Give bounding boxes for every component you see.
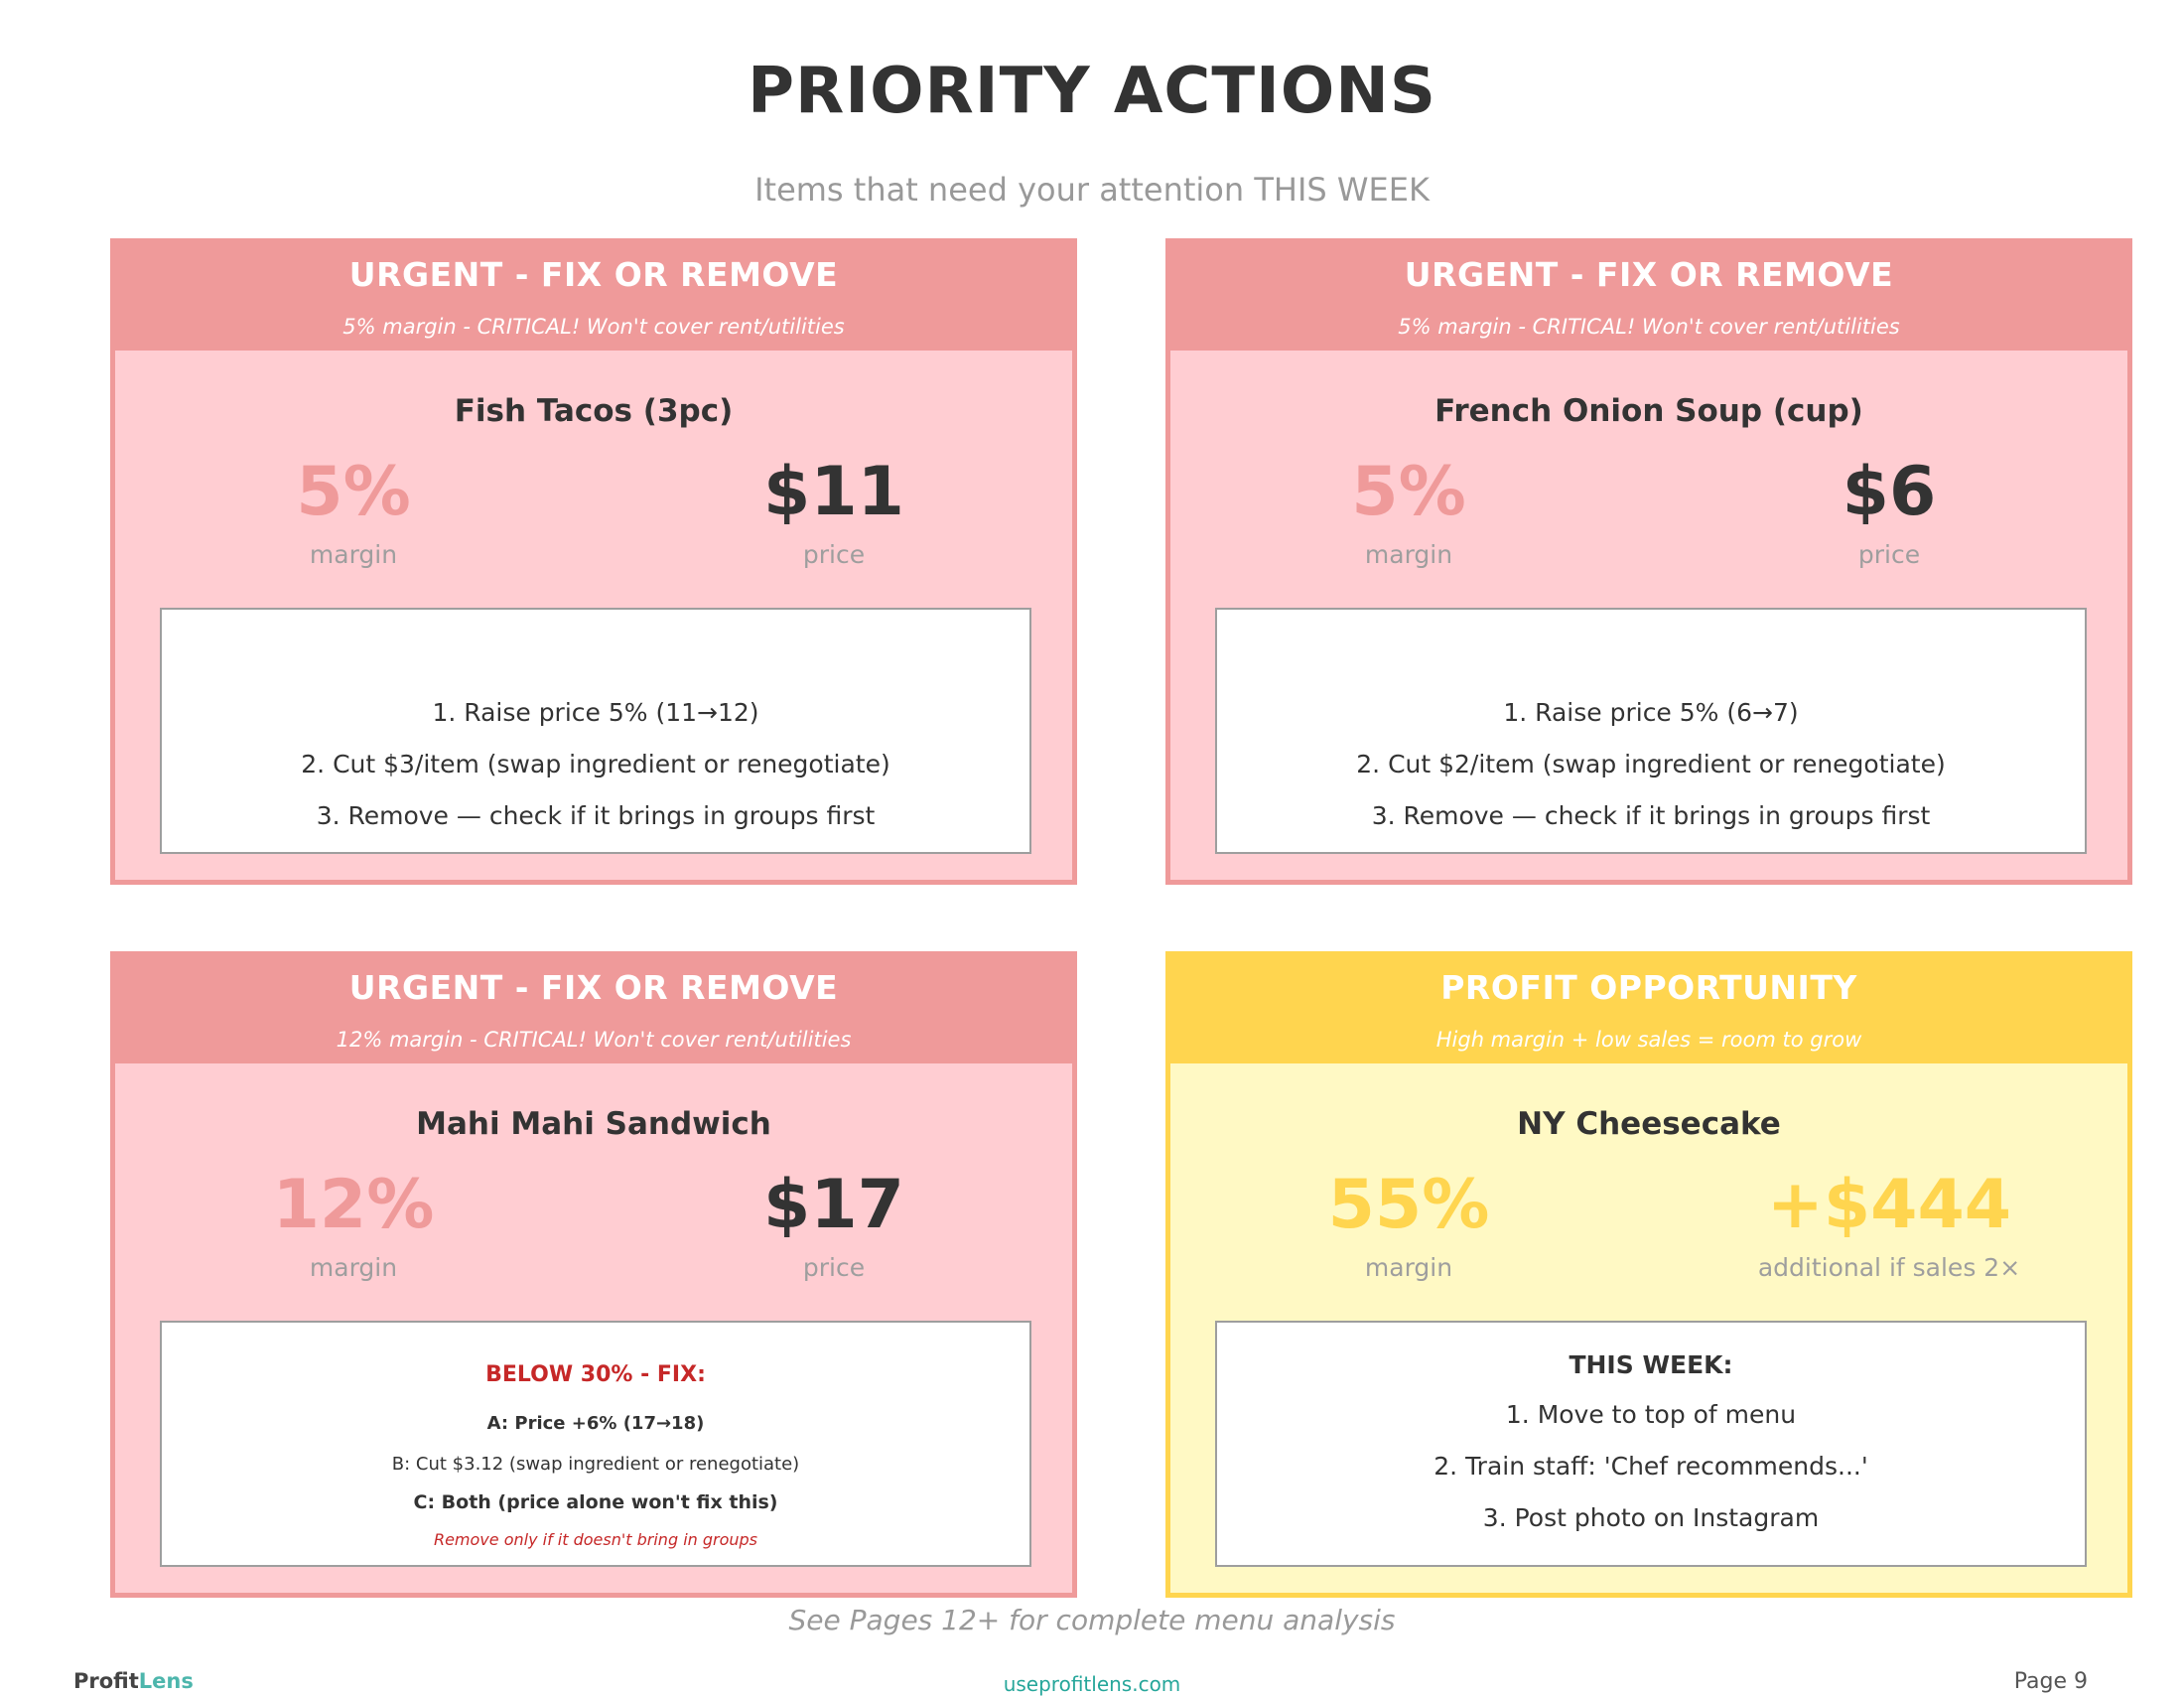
item-name: Mahi Mahi Sandwich — [416, 1106, 771, 1142]
item-stats: 12% margin $17 price — [115, 1146, 1072, 1305]
plan-step: 1. Move to top of menu — [1505, 1400, 1797, 1429]
price-label: price — [1857, 540, 1921, 569]
price-value: $11 — [763, 453, 904, 531]
margin-label: margin — [309, 540, 398, 569]
margin-label: margin — [309, 1253, 398, 1282]
card-header: URGENT - FIX OR REMOVE 12% margin - CRIT… — [110, 951, 1077, 1063]
margin-stat: 12% margin — [115, 1146, 592, 1282]
additional-profit-value: +$444 — [1766, 1166, 2012, 1244]
item-stats: 55% margin +$444 additional if sales 2× — [1170, 1146, 2127, 1305]
plan-step: 3. Remove — check if it brings in groups… — [1371, 801, 1931, 830]
margin-stat: 55% margin — [1170, 1146, 1647, 1282]
card-header-subtitle: 5% margin - CRITICAL! Won't cover rent/u… — [342, 315, 845, 339]
margin-label: margin — [1364, 540, 1453, 569]
fix-options-box: BELOW 30% - FIX: A: Price +6% (17→18) B:… — [160, 1321, 1031, 1567]
margin-stat: 5% margin — [1170, 433, 1647, 569]
additional-profit-stat: +$444 additional if sales 2× — [1651, 1146, 2127, 1282]
item-stats: 5% margin $6 price — [1170, 433, 2127, 592]
card-header-title: PROFIT OPPORTUNITY — [1440, 968, 1857, 1007]
action-plan-list: 1. Raise price 5% (11→12) 2. Cut $3/item… — [162, 687, 1029, 842]
additional-profit-label: additional if sales 2× — [1757, 1253, 2021, 1282]
plan-step: 2. Train staff: 'Chef recommends...' — [1433, 1452, 1868, 1481]
page-subtitle: Items that need your attention THIS WEEK — [754, 171, 1430, 209]
action-plan-list: 1. Raise price 5% (6→7) 2. Cut $2/item (… — [1217, 687, 2085, 842]
plan-step: 2. Cut $2/item (swap ingredient or reneg… — [1356, 750, 1946, 778]
item-stats: 5% margin $11 price — [115, 433, 1072, 592]
page-title: PRIORITY ACTIONS — [748, 55, 1436, 128]
card-header-subtitle: 12% margin - CRITICAL! Won't cover rent/… — [336, 1028, 852, 1052]
fix-title: BELOW 30% - FIX: — [485, 1362, 706, 1387]
price-value: $6 — [1842, 453, 1937, 531]
card-header-title: URGENT - FIX OR REMOVE — [348, 255, 839, 294]
margin-stat: 5% margin — [115, 433, 592, 569]
opportunity-card-ny-cheesecake: PROFIT OPPORTUNITY High margin + low sal… — [1165, 951, 2132, 1598]
price-value: $17 — [763, 1166, 904, 1244]
action-plan-box: 1. Raise price 5% (6→7) 2. Cut $2/item (… — [1215, 608, 2087, 854]
price-stat: $17 price — [596, 1146, 1072, 1282]
plan-step: 3. Remove — check if it brings in groups… — [316, 801, 876, 830]
price-label: price — [802, 540, 866, 569]
card-header: URGENT - FIX OR REMOVE 5% margin - CRITI… — [110, 238, 1077, 351]
margin-label: margin — [1364, 1253, 1453, 1282]
price-label: price — [802, 1253, 866, 1282]
item-name: French Onion Soup (cup) — [1434, 393, 1863, 429]
plan-step: 3. Post photo on Instagram — [1482, 1503, 1820, 1532]
plan-step: 1. Raise price 5% (6→7) — [1503, 698, 1799, 727]
action-card-mahi-mahi: URGENT - FIX OR REMOVE 12% margin - CRIT… — [110, 951, 1077, 1598]
fix-option-c: C: Both (price alone won't fix this) — [413, 1491, 778, 1513]
fix-note: Remove only if it doesn't bring in group… — [433, 1530, 758, 1549]
margin-value: 5% — [296, 453, 411, 531]
card-header: PROFIT OPPORTUNITY High margin + low sal… — [1165, 951, 2132, 1063]
card-header-subtitle: High margin + low sales = room to grow — [1435, 1028, 1862, 1052]
fix-option-b: B: Cut $3.12 (swap ingredient or renegot… — [391, 1454, 800, 1475]
website-link[interactable]: useprofitlens.com — [1003, 1672, 1181, 1696]
price-stat: $6 price — [1651, 433, 2127, 569]
this-week-title: THIS WEEK: — [1569, 1350, 1733, 1379]
item-name: NY Cheesecake — [1517, 1106, 1781, 1142]
fix-option-a: A: Price +6% (17→18) — [486, 1413, 705, 1434]
margin-value: 12% — [272, 1166, 435, 1244]
page-number: Page 9 — [2013, 1669, 2088, 1694]
this-week-box: THIS WEEK: 1. Move to top of menu 2. Tra… — [1215, 1321, 2087, 1567]
card-header: URGENT - FIX OR REMOVE 5% margin - CRITI… — [1165, 238, 2132, 351]
card-header-subtitle: 5% margin - CRITICAL! Won't cover rent/u… — [1398, 315, 1900, 339]
card-header-title: URGENT - FIX OR REMOVE — [348, 968, 839, 1007]
margin-value: 55% — [1327, 1166, 1490, 1244]
price-stat: $11 price — [596, 433, 1072, 569]
action-plan-box: 1. Raise price 5% (11→12) 2. Cut $3/item… — [160, 608, 1031, 854]
plan-step: 2. Cut $3/item (swap ingredient or reneg… — [301, 750, 890, 778]
card-header-title: URGENT - FIX OR REMOVE — [1404, 255, 1894, 294]
margin-value: 5% — [1351, 453, 1466, 531]
action-card-french-onion-soup: URGENT - FIX OR REMOVE 5% margin - CRITI… — [1165, 238, 2132, 885]
action-card-fish-tacos: URGENT - FIX OR REMOVE 5% margin - CRITI… — [110, 238, 1077, 885]
item-name: Fish Tacos (3pc) — [454, 393, 734, 429]
footer-note: See Pages 12+ for complete menu analysis — [788, 1604, 1396, 1636]
plan-step: 1. Raise price 5% (11→12) — [432, 698, 759, 727]
